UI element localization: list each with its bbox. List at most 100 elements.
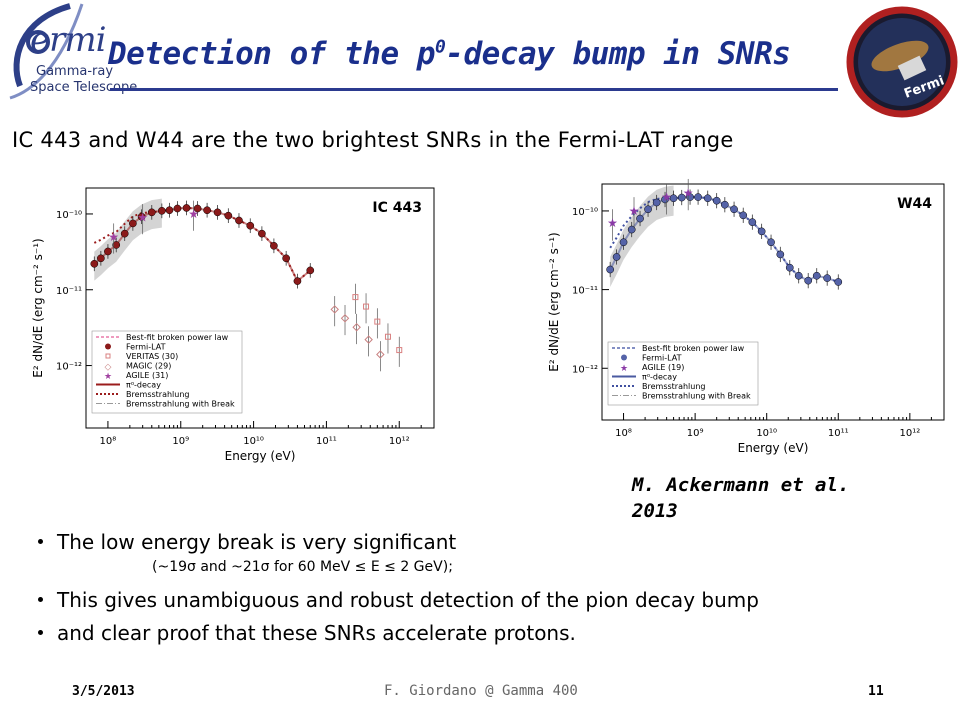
ic443-legend-marker: ★ (104, 372, 112, 382)
ic443-magic-point (376, 350, 385, 359)
w44-fermi-point (652, 198, 661, 207)
bullet-dot (38, 630, 43, 635)
ic443-agile-point: ★ (108, 230, 119, 244)
w44-agile-point: ★ (629, 204, 640, 218)
w44-fermi-point (669, 194, 678, 203)
w44-fermi-point (794, 271, 803, 280)
ic443-fermi-point (224, 211, 233, 220)
ic443-magic-point (364, 335, 373, 344)
ic443-fermi-point (112, 241, 121, 249)
ic443-fermi-point (213, 208, 222, 217)
ic443-fermi-point (246, 221, 255, 230)
fermi-mission-badge: Fermi (846, 6, 958, 118)
w44-legend-box (607, 341, 759, 406)
w44-fermi-point (712, 196, 721, 205)
bullet-1: The low energy break is very significant (38, 530, 456, 554)
ic443-fermi-point (157, 206, 166, 215)
ic443-fermi-point (147, 208, 156, 217)
bullet-dot (38, 539, 43, 544)
footer-date: 3/5/2013 (72, 684, 135, 699)
w44-agile-point: ★ (661, 190, 672, 204)
ic443-plot-frame (85, 187, 435, 429)
w44-fermi-point (619, 238, 628, 247)
ic443-ytick-label: 10⁻¹¹ (56, 286, 82, 297)
ic443-magic-point (352, 323, 361, 332)
bullet-1-text: The low energy break is very significant (57, 530, 457, 554)
w44-legend-marker: ★ (620, 364, 628, 374)
fermi-logo-subtext-2: Space Telescope (30, 80, 138, 95)
bullet-2: This gives unambiguous and robust detect… (38, 588, 759, 612)
ic443-legend-label: Bremsstrahlung with Break (126, 400, 235, 409)
w44-legend-label: Best-fit broken power law (642, 344, 745, 353)
w44-chart: 10⁸ 10⁹ 10¹⁰ 10¹¹ 10¹² 10⁻¹⁰ 10⁻¹¹ 10⁻¹² Energy … (522, 178, 946, 468)
bullet-3: and clear proof that these SNRs accelera… (38, 621, 576, 645)
ic443-fermi-point (193, 204, 202, 213)
ic443-veritas-point (374, 318, 381, 325)
w44-xtick-label: 10⁸ (615, 428, 632, 439)
ic443-fermi-point (258, 229, 266, 238)
ic443-fermi-point (282, 254, 291, 263)
ic443-fermi-point (137, 212, 146, 221)
w44-fermi-point (785, 263, 794, 272)
bullet-dot (38, 597, 43, 602)
w44-fermi-point (748, 218, 757, 227)
ic443-fermi-point (97, 254, 105, 263)
ic443-xtick-label: 10¹¹ (316, 436, 337, 447)
ic443-chart: 10⁸ 10⁹ 10¹⁰ 10¹¹ 10¹² 10⁻¹⁰ 10⁻¹¹ 10⁻¹² Energy … (16, 178, 436, 478)
w44-fermi-point (804, 276, 813, 285)
w44-fermi-point (757, 227, 766, 236)
ic443-xtick-label: 10¹⁰ (243, 436, 264, 447)
ic443-legend-marker (105, 343, 111, 350)
ic443-magic-point (340, 314, 350, 323)
ic443-legend-label: AGILE (31) (126, 371, 168, 380)
w44-xlabel: Energy (eV) (738, 441, 809, 455)
title-rest: -decay bump in SNRs (445, 36, 791, 72)
w44-ylabel: E² dN/dE (erg cm⁻² s⁻¹) (547, 232, 561, 371)
w44-agile-point: ★ (607, 216, 618, 230)
w44-xtick-label: 10¹¹ (828, 428, 849, 439)
ic443-systematic-band (94, 198, 162, 281)
w44-xtick-label: 10¹² (899, 428, 920, 439)
fermi-logo-subtext-1: Gamma-ray (36, 64, 114, 79)
ic443-legend-label: VERITAS (30) (126, 352, 178, 361)
w44-xtick-label: 10¹⁰ (756, 428, 777, 439)
ic443-fermi-point (90, 259, 99, 268)
ic443-fermi-point (104, 247, 112, 256)
w44-fermi-point (606, 265, 615, 274)
ic443-fermi-point (129, 219, 137, 228)
ic443-fermi-point (173, 204, 182, 213)
w44-plot-frame (601, 183, 945, 421)
w44-fermi-point (776, 250, 785, 259)
w44-xtick-label: 10⁹ (687, 428, 704, 439)
footer-author: F. Giordano @ Gamma 400 (384, 683, 578, 699)
ic443-fermi-point (293, 277, 302, 285)
ic443-ytick-label: 10⁻¹⁰ (56, 210, 82, 221)
w44-legend-label: π⁰-decay (642, 373, 677, 382)
ic443-fermi-point (203, 206, 211, 215)
footer-page-number: 11 (868, 684, 884, 699)
ic443-legend-marker: ◇ (105, 363, 112, 373)
title-underline (110, 88, 838, 91)
ic443-fermi-point (306, 266, 315, 275)
w44-fermi-point (730, 205, 738, 214)
ic443-legend-marker (105, 353, 111, 359)
w44-fermi-point (812, 271, 821, 280)
bullet-3-text: and clear proof that these SNRs accelera… (57, 621, 576, 645)
ic443-fermi-point (235, 216, 243, 225)
bullet-2-text: This gives unambiguous and robust detect… (57, 588, 759, 612)
ic443-xtick-label: 10⁹ (172, 436, 189, 447)
ic443-legend-label: π⁰-decay (126, 381, 161, 390)
w44-fermi-point (834, 278, 843, 286)
fermi-logo (9, 3, 84, 100)
fermi-logo-text: ermi (30, 20, 106, 60)
w44-fermi-point (677, 193, 686, 202)
w44-legend-marker (621, 354, 627, 361)
w44-legend-label: Bremsstrahlung with Break (642, 392, 751, 401)
ic443-magic-point (330, 305, 339, 314)
w44-title: W44 (897, 196, 932, 212)
ic443-legend-label: MAGIC (29) (126, 362, 171, 371)
w44-fermi-point (612, 253, 621, 261)
ic443-fermi-point (182, 204, 191, 212)
citation: M. Ackermann et al. 2013 (632, 474, 850, 522)
ic443-ytick-label: 10⁻¹² (56, 362, 82, 373)
